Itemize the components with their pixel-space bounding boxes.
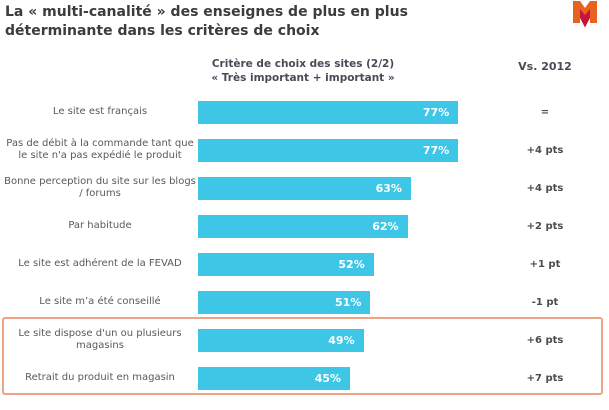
bar-track: 49% (198, 328, 481, 352)
bar-value: 77% (422, 143, 450, 157)
row-label: Retrait du produit en magasin (25, 371, 175, 383)
row-vs-value: +4 pts (526, 144, 564, 156)
row-vs-value: = (540, 106, 550, 118)
bar-value: 52% (338, 257, 365, 271)
logo-m-shape (573, 1, 597, 23)
vs-2012-header: Vs. 2012 (518, 60, 572, 73)
chart-row: Pas de débit à la commande tant que le s… (0, 131, 609, 169)
row-label: Le site est français (52, 105, 148, 117)
bar-track: 52% (198, 252, 481, 276)
row-label: Bonne perception du site sur les blogs /… (4, 175, 196, 200)
row-label: Le site m’a été conseillé (39, 295, 161, 307)
row-vs-value: +4 pts (526, 182, 564, 194)
bar: 63% (198, 176, 411, 200)
bar-track: 63% (198, 176, 481, 200)
highlight-box (2, 317, 603, 395)
bar-track: 45% (198, 366, 481, 390)
chart-header: Critère de choix des sites (2/2) « Très … (198, 57, 408, 85)
chart-row: Le site est adhérent de la FEVAD 52% +1 … (0, 245, 609, 283)
bar: 51% (198, 290, 371, 314)
page-title: La « multi-canalité » des enseignes de p… (5, 3, 565, 41)
bar: 62% (198, 214, 408, 238)
bar-value: 62% (372, 219, 399, 233)
bar: 52% (198, 252, 374, 276)
chart-subtitle: « Très important + important » (211, 72, 395, 84)
row-label: Le site dispose d'un ou plusieurs magasi… (18, 327, 182, 352)
row-label: Pas de débit à la commande tant que le s… (6, 137, 194, 162)
row-label: Le site est adhérent de la FEVAD (18, 257, 182, 269)
row-vs-value: +2 pts (526, 220, 564, 232)
bar-track: 62% (198, 214, 481, 238)
row-vs-value: -1 pt (531, 296, 559, 308)
bar-track: 77% (198, 100, 481, 124)
bar: 49% (198, 328, 364, 352)
page-title-line2: déterminante dans les critères de choix (5, 23, 320, 39)
chart-row: Le site m’a été conseillé 51% -1 pt (0, 283, 609, 321)
chart-title: Critère de choix des sites (2/2) (211, 58, 395, 70)
row-vs-value: +7 pts (526, 372, 564, 384)
bar: 77% (198, 138, 459, 162)
chart-row: Retrait du produit en magasin 45% +7 pts (0, 359, 609, 397)
bar-value: 77% (422, 105, 450, 119)
logo-arrow-shape (580, 9, 590, 28)
chart-row: Par habitude 62% +2 pts (0, 207, 609, 245)
row-vs-value: +1 pt (529, 258, 561, 270)
chart-row: Bonne perception du site sur les blogs /… (0, 169, 609, 207)
chart-rows: Le site est français 77% = Pas de débit … (0, 93, 609, 397)
chart-row: Le site est français 77% = (0, 93, 609, 131)
bar: 45% (198, 366, 351, 390)
row-vs-value: +6 pts (526, 334, 564, 346)
page-title-line1: La « multi-canalité » des enseignes de p… (5, 4, 408, 20)
bar-track: 51% (198, 290, 481, 314)
bar-value: 45% (314, 371, 342, 385)
chart-row: Le site dispose d'un ou plusieurs magasi… (0, 321, 609, 359)
bar-value: 49% (328, 333, 355, 347)
bar-value: 63% (375, 181, 402, 195)
bar: 77% (198, 100, 459, 124)
mediametrie-m-logo (573, 1, 597, 28)
bar-value: 51% (335, 295, 362, 309)
bar-track: 77% (198, 138, 481, 162)
row-label: Par habitude (68, 219, 132, 231)
